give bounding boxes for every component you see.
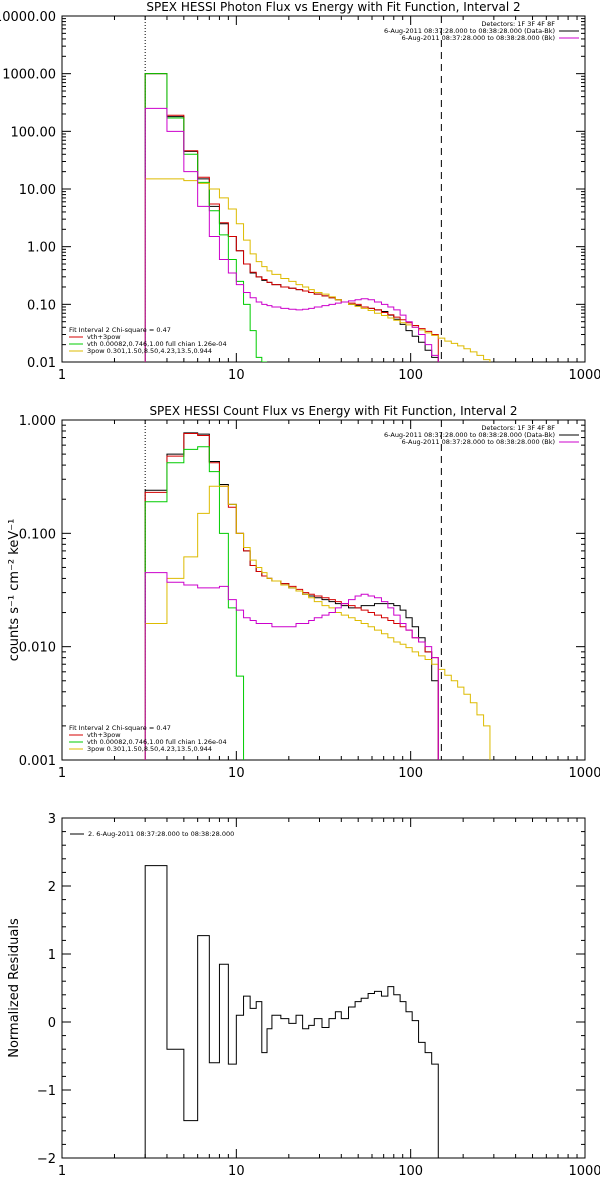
legend-bottom-left: Fit Interval 2 Chi-square = 0.47vth+3pow… — [69, 724, 227, 753]
y-axis-label: counts s⁻¹ cm⁻² keV⁻¹ — [7, 519, 22, 662]
x-tick-label: 10 — [228, 766, 245, 781]
legend-entry-label: 6-Aug-2011 08:37:28.000 to 08:38:28.000 … — [402, 438, 555, 446]
y-tick-label: 1000.00 — [2, 68, 56, 83]
legend-entry-label: vth 0.00082,0.746,1.00 full chian 1.26e-… — [87, 738, 227, 746]
series-group — [144, 73, 491, 362]
legend-entry-label: vth 0.00082,0.746,1.00 full chian 1.26e-… — [87, 340, 227, 348]
x-tick-label: 10 — [228, 1164, 245, 1179]
legend-header: Detectors: 1F 3F 4F 8F — [481, 20, 555, 28]
y-tick-label: −2 — [37, 1152, 56, 1167]
y-tick-label: 10000.00 — [0, 10, 56, 25]
y-tick-label: 0 — [48, 1016, 56, 1031]
series-data-bk — [144, 432, 439, 760]
y-tick-label: 1.000 — [19, 414, 56, 429]
legend-header: Fit Interval 2 Chi-square = 0.47 — [69, 724, 171, 732]
x-tick-label: 1 — [58, 368, 66, 383]
series-vth-3pow — [144, 433, 439, 760]
legend-top-right: Detectors: 1F 3F 4F 8F6-Aug-2011 08:37:2… — [384, 20, 579, 42]
series-vth — [144, 73, 268, 362]
y-tick-label: 10.00 — [19, 183, 56, 198]
y-tick-label: 100.00 — [11, 125, 57, 140]
legend-entry-label: 6-Aug-2011 08:37:28.000 to 08:38:28.000 … — [402, 34, 555, 42]
legend-header: Fit Interval 2 Chi-square = 0.47 — [69, 326, 171, 334]
y-tick-label: 2 — [48, 880, 56, 895]
series-vth-3pow — [144, 73, 439, 362]
series-group — [144, 865, 445, 1158]
legend-top-right: Detectors: 1F 3F 4F 8F6-Aug-2011 08:37:2… — [384, 424, 579, 446]
x-tick-label: 1000 — [568, 766, 600, 781]
series-bk — [144, 572, 439, 760]
legend-entry-label: vth+3pow — [87, 731, 121, 739]
legend-entry-label: 3pow 0.301,1.50,8.50,4.23,13.5,0.944 — [87, 745, 212, 753]
legend-header: Detectors: 1F 3F 4F 8F — [481, 424, 555, 432]
series-residuals — [144, 865, 445, 1158]
legend-entry-label: vth+3pow — [87, 333, 121, 341]
chart-panel-3: 1 10 100 1000 −2 −1 0 1 2 3 Normalized Residuals 2.… — [7, 812, 600, 1179]
chart-title: SPEX HESSI Photon Flux vs Energy with Fi… — [146, 0, 520, 14]
x-tick-label: 100 — [398, 766, 423, 781]
y-tick-label: 3 — [48, 812, 56, 827]
x-tick-label: 100 — [398, 1164, 423, 1179]
x-tick-label: 1000 — [568, 1164, 600, 1179]
x-tick-label: 1000 — [568, 368, 600, 383]
x-tick-label: 1 — [58, 766, 66, 781]
y-axis-label: Normalized Residuals — [7, 918, 22, 1058]
series-vth — [144, 446, 245, 760]
y-tick-label: 1 — [48, 948, 56, 963]
y-tick-label: 1.00 — [27, 241, 56, 256]
x-tick-label: 1 — [58, 1164, 66, 1179]
y-tick-label: 0.10 — [27, 298, 56, 313]
y-tick-label: 0.01 — [27, 356, 56, 371]
legend-entry-label: 3pow 0.301,1.50,8.50,4.23,13.5,0.944 — [87, 347, 212, 355]
plot-frame — [61, 817, 586, 1159]
x-tick-label: 100 — [398, 368, 423, 383]
plot-frame — [61, 15, 586, 363]
y-tick-label: −1 — [37, 1084, 56, 1099]
x-tick-label: 10 — [228, 368, 245, 383]
y-tick-label: 0.100 — [19, 527, 56, 542]
legend-bottom-left: Fit Interval 2 Chi-square = 0.47vth+3pow… — [69, 326, 227, 355]
y-tick-label: 0.001 — [19, 754, 56, 769]
legend-top-left: 2. 6-Aug-2011 08:37:28.000 to 08:38:28.0… — [70, 830, 234, 838]
series-bk — [144, 107, 439, 362]
y-tick-label: 0.010 — [19, 641, 56, 656]
chart-title: SPEX HESSI Count Flux vs Energy with Fit… — [149, 404, 517, 418]
legend-entry-label: 6-Aug-2011 08:37:28.000 to 08:38:28.000 … — [384, 27, 555, 35]
chart-panel-1: SPEX HESSI Photon Flux vs Energy with Fi… — [0, 0, 600, 383]
series-group — [144, 432, 491, 760]
legend-entry-label: 2. 6-Aug-2011 08:37:28.000 to 08:38:28.0… — [88, 830, 234, 838]
plot-frame — [61, 419, 586, 761]
legend-entry-label: 6-Aug-2011 08:37:28.000 to 08:38:28.000 … — [384, 431, 555, 439]
chart-panel-2: SPEX HESSI Count Flux vs Energy with Fit… — [7, 404, 600, 781]
series-data-bk — [144, 73, 439, 362]
series-3pow — [144, 485, 491, 760]
